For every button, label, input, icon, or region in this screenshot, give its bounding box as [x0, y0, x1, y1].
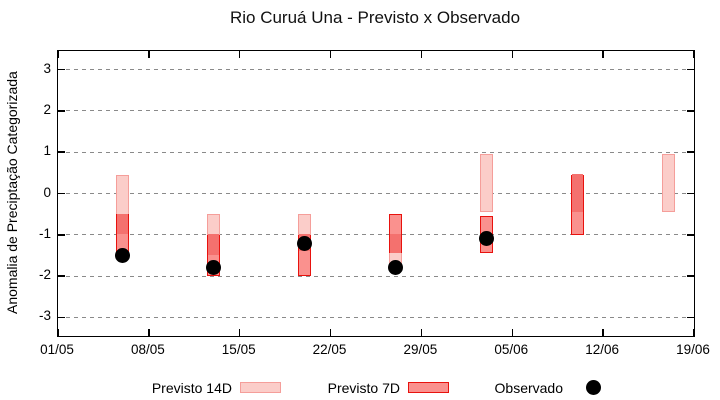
x-tick-mark — [148, 51, 150, 58]
x-tick-mark — [602, 51, 604, 58]
x-tick-mark — [511, 329, 514, 336]
y-tick-label: -2 — [38, 267, 51, 283]
x-tick-mark — [602, 329, 604, 336]
gridline — [58, 275, 694, 277]
x-tick-label: 08/05 — [130, 342, 165, 357]
gridline — [58, 151, 694, 153]
gridline — [58, 193, 694, 194]
legend-label-previsto-14d: Previsto 14D — [151, 380, 232, 396]
observado-dot — [297, 235, 313, 251]
observado-dot-icon — [586, 380, 601, 395]
y-tick-mark — [687, 192, 694, 195]
forecast-overlap-region — [208, 234, 220, 255]
y-tick-mark — [687, 110, 694, 112]
y-tick-mark — [58, 151, 65, 153]
forecast-overlap-region — [571, 174, 583, 212]
x-tick-label: 05/06 — [494, 342, 529, 357]
y-tick-mark — [687, 275, 694, 277]
y-tick-mark — [58, 110, 65, 112]
previsto-14d-bar — [661, 154, 675, 213]
x-tick-label: 19/06 — [676, 342, 710, 357]
legend-label-observado: Observado — [494, 380, 563, 396]
previsto-7d-bar — [388, 214, 402, 254]
gridline — [58, 69, 694, 71]
gridline — [58, 110, 694, 112]
x-tick-mark — [148, 329, 150, 336]
x-tick-mark — [511, 51, 514, 58]
x-tick-label: 01/05 — [40, 342, 74, 357]
x-tick-mark — [693, 51, 695, 58]
y-tick-label: 1 — [43, 143, 51, 159]
x-tick-mark — [420, 329, 423, 336]
y-tick-mark — [687, 316, 694, 319]
x-tick-mark — [329, 329, 332, 336]
forecast-overlap-region — [389, 234, 401, 253]
previsto-7d-bar — [570, 174, 584, 235]
gridline — [58, 316, 694, 318]
previsto-14d-bar — [479, 154, 493, 213]
x-tick-label: 15/05 — [221, 342, 256, 357]
y-tick-mark — [58, 234, 65, 236]
observado-dot — [387, 260, 403, 276]
observado-dot — [478, 231, 494, 247]
y-tick-label: 2 — [43, 101, 51, 117]
y-tick-mark — [687, 234, 694, 236]
gridline — [58, 234, 694, 236]
y-tick-label: 0 — [43, 184, 51, 200]
x-tick-mark — [238, 51, 241, 58]
observado-dot — [115, 247, 131, 263]
previsto-7d-swatch-icon — [408, 382, 449, 393]
x-tick-mark — [329, 51, 332, 58]
y-tick-mark — [687, 68, 694, 71]
y-tick-mark — [58, 192, 65, 195]
observado-dot — [206, 260, 222, 276]
x-tick-mark — [238, 329, 241, 336]
forecast-overlap-region — [117, 213, 129, 235]
x-tick-mark — [57, 329, 59, 336]
previsto-14d-swatch-icon — [240, 382, 281, 393]
y-tick-label: -1 — [38, 225, 51, 241]
x-tick-mark — [693, 329, 695, 336]
x-tick-mark — [420, 51, 423, 58]
y-tick-mark — [58, 275, 65, 277]
y-tick-mark — [58, 68, 65, 71]
chart-title: Rio Curuá Una - Previsto x Observado — [229, 8, 521, 27]
x-tick-mark — [57, 51, 59, 58]
plot-area — [57, 50, 695, 337]
y-tick-label: 3 — [43, 60, 51, 76]
x-tick-label: 29/05 — [403, 342, 438, 357]
x-tick-label: 12/06 — [585, 342, 620, 357]
y-tick-label: -3 — [38, 308, 51, 324]
legend-label-previsto-7d: Previsto 7D — [327, 380, 400, 396]
y-tick-mark — [58, 316, 65, 319]
x-tick-label: 22/05 — [312, 342, 347, 357]
y-tick-mark — [687, 151, 694, 153]
